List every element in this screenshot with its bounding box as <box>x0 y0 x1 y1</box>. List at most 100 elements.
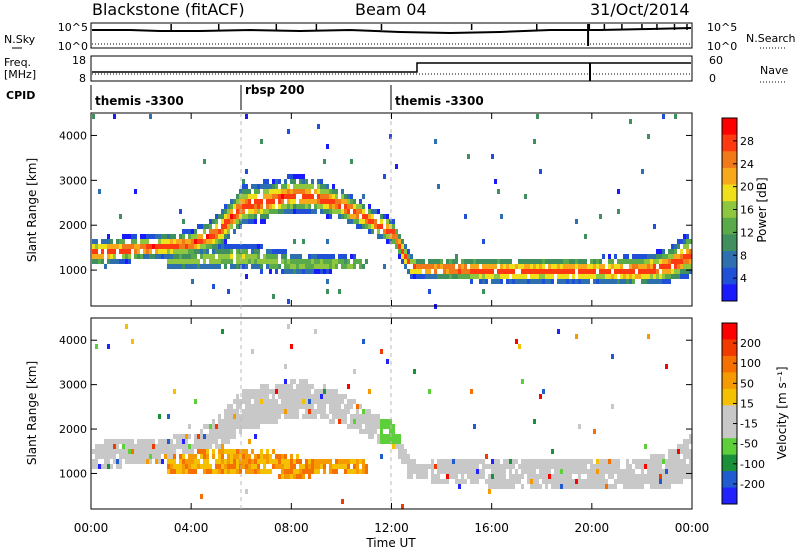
power-cell <box>686 244 689 249</box>
power-cell <box>431 259 434 264</box>
power-cell <box>326 194 329 199</box>
velocity-cell <box>290 409 293 414</box>
velocity-cell <box>353 469 356 474</box>
power-cell <box>539 264 542 269</box>
power-cell <box>227 289 230 294</box>
velocity-cell <box>632 469 635 474</box>
power-cell <box>368 224 371 229</box>
velocity-cell <box>440 479 443 484</box>
power-cell <box>482 264 485 269</box>
velocity-cell <box>356 404 359 409</box>
power-cell <box>314 269 317 274</box>
velocity-cell <box>647 464 650 469</box>
power-cell <box>275 259 278 264</box>
velocity-cell <box>425 464 428 469</box>
power-cell <box>422 259 425 264</box>
velocity-cell <box>260 459 263 464</box>
power-cell <box>203 249 206 254</box>
power-cell <box>368 209 371 214</box>
velocity-cell <box>617 469 620 474</box>
velocity-cell <box>221 329 224 334</box>
velocity-cell <box>224 419 227 424</box>
power-ytick-label: 3000 <box>59 174 87 187</box>
velocity-cell <box>338 414 341 419</box>
power-colorbar-tick-label: 4 <box>740 272 747 285</box>
velocity-cell <box>452 474 455 479</box>
power-cell <box>194 249 197 254</box>
power-cell <box>605 269 608 274</box>
power-cell <box>611 264 614 269</box>
velocity-cell <box>317 409 320 414</box>
velocity-cell <box>503 484 506 489</box>
power-cell <box>263 184 266 189</box>
velocity-cell <box>197 439 200 444</box>
velocity-cell <box>635 474 638 479</box>
power-cell <box>257 199 260 204</box>
power-cell <box>317 204 320 209</box>
power-cell <box>254 204 257 209</box>
velocity-cell <box>527 464 530 469</box>
velocity-cell <box>296 389 299 394</box>
velocity-cell <box>206 469 209 474</box>
power-cell <box>638 264 641 269</box>
power-cell <box>185 229 188 234</box>
velocity-cell <box>329 469 332 474</box>
power-cell <box>305 184 308 189</box>
velocity-cell <box>542 469 545 474</box>
power-cell <box>437 184 440 189</box>
power-cell <box>254 199 257 204</box>
velocity-cell <box>452 464 455 469</box>
power-cell <box>107 249 110 254</box>
power-cell <box>653 264 656 269</box>
power-cell <box>461 274 464 279</box>
power-cell <box>680 274 683 279</box>
power-cell <box>572 269 575 274</box>
velocity-cell <box>290 454 293 459</box>
power-cell <box>554 269 557 274</box>
power-cell <box>194 264 197 269</box>
velocity-cell <box>209 434 212 439</box>
power-cell <box>326 269 329 274</box>
velocity-cell <box>134 449 137 454</box>
power-colorbar-swatch <box>722 217 737 235</box>
power-cell <box>275 249 278 254</box>
velocity-cell <box>656 474 659 479</box>
velocity-cell <box>479 474 482 479</box>
power-cell <box>671 249 674 254</box>
power-cell <box>185 239 188 244</box>
velocity-cell <box>611 474 614 479</box>
power-cell <box>212 219 215 224</box>
power-cell <box>668 249 671 254</box>
power-cell <box>551 269 554 274</box>
power-cell <box>260 139 263 144</box>
power-cell <box>299 174 302 179</box>
velocity-cell <box>248 404 251 409</box>
velocity-cell <box>290 379 293 384</box>
power-cell <box>554 259 557 264</box>
velocity-cell <box>440 464 443 469</box>
velocity-cell <box>194 464 197 469</box>
velocity-cell <box>266 469 269 474</box>
power-cell <box>227 254 230 259</box>
power-cell <box>272 194 275 199</box>
power-cell <box>311 209 314 214</box>
power-cell <box>245 169 248 174</box>
power-cell <box>293 259 296 264</box>
velocity-cell <box>158 439 161 444</box>
velocity-cell <box>251 394 254 399</box>
power-cell <box>197 224 200 229</box>
power-cell <box>272 179 275 184</box>
power-cell <box>323 204 326 209</box>
velocity-cell <box>107 449 110 454</box>
power-cell <box>224 234 227 239</box>
power-cell <box>275 264 278 269</box>
velocity-cell <box>176 434 179 439</box>
power-cell <box>623 254 626 259</box>
power-cell <box>212 254 215 259</box>
power-cell <box>602 254 605 259</box>
power-cell <box>200 239 203 244</box>
velocity-cell <box>488 464 491 469</box>
velocity-cell <box>263 409 266 414</box>
nsky-tick-top: 10^5 <box>58 21 88 34</box>
